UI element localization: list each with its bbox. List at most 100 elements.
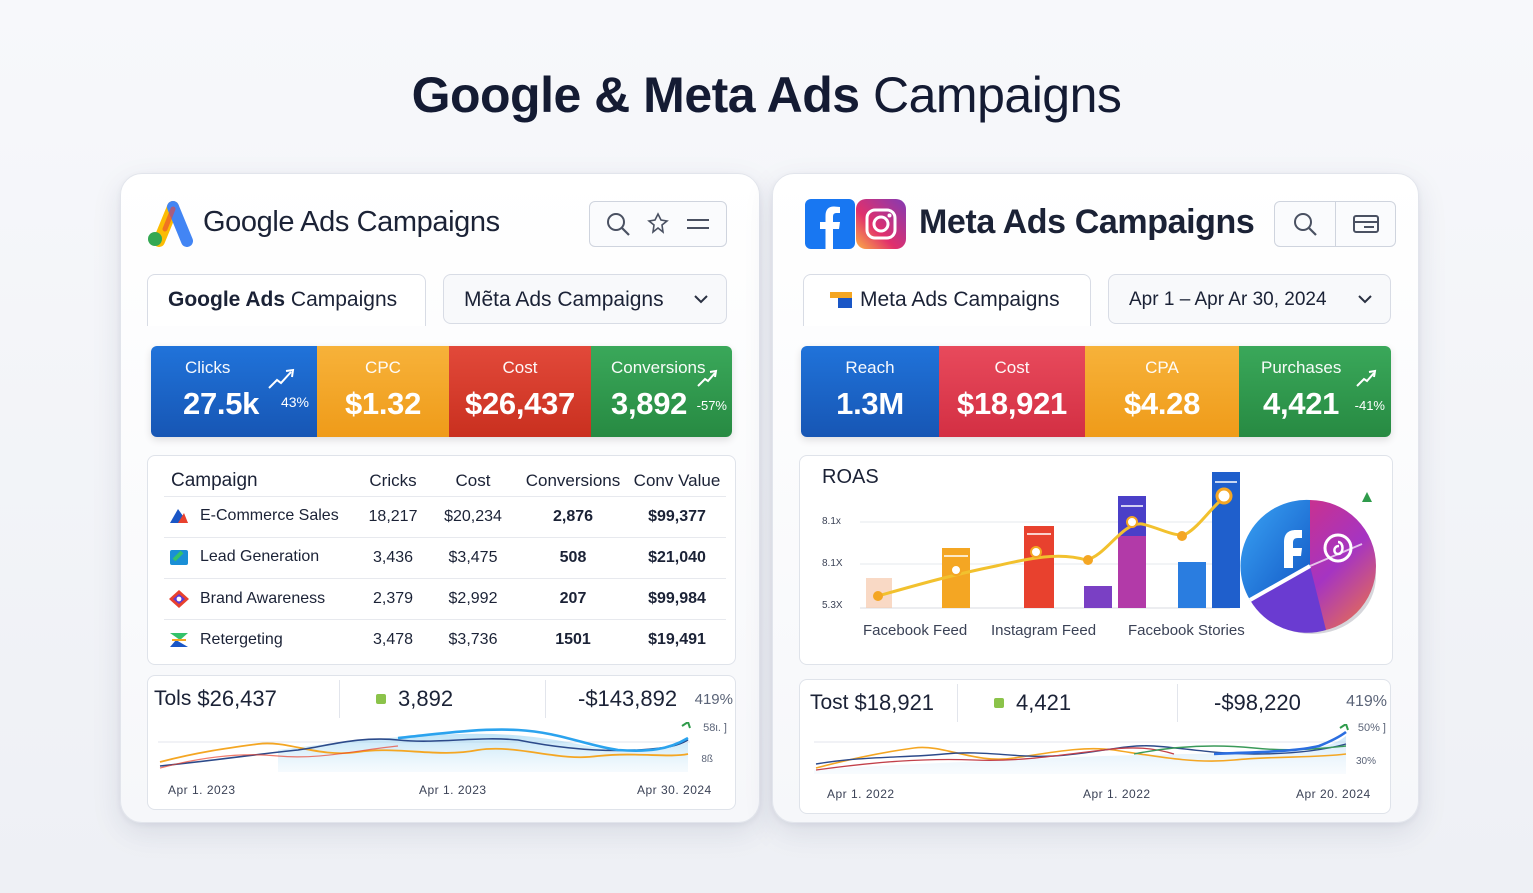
ecommerce-campaign-icon [170, 509, 188, 524]
campaign-clicks: 18,217 [358, 495, 428, 537]
table-row[interactable]: Retergeting 3,478 $3,736 1501 $19,491 [164, 618, 726, 660]
totals-pct: 419% [694, 691, 733, 708]
total-cost: Tols $26,437 [148, 680, 340, 718]
date-range-dropdown[interactable]: Apr 1 – Apr Ar 30, 2024 [1108, 274, 1391, 324]
total-conversions: 4,421 [964, 684, 1178, 722]
roas-title: ROAS [822, 466, 879, 488]
axis-bottom-label: 8ß [701, 754, 713, 765]
metric-label: CPC [365, 358, 401, 377]
metric-cpc: CPC $1.32 [317, 346, 449, 437]
axis-date-start: Apr 1. 2023 [168, 783, 236, 797]
total-cost: Tost $18,921 [804, 684, 958, 722]
campaign-conv-value: $19,491 [628, 618, 726, 660]
page-title-bold: Google & Meta Ads [411, 67, 861, 123]
axis-date-end: Apr 30. 2024 [637, 783, 712, 797]
series-blue [397, 728, 689, 752]
tab-meta-ads-dropdown[interactable]: Mẽta Ads Campaigns [443, 274, 727, 324]
metric-delta: 43% [280, 394, 309, 410]
axis-date-start: Apr 1. 2022 [827, 787, 895, 801]
date-range-label: Apr 1 – Apr Ar 30, 2024 [1129, 289, 1327, 310]
google-menu-button[interactable] [678, 204, 718, 244]
column-header-campaign[interactable]: Campaign [171, 469, 258, 491]
total-conversions: 3,892 [348, 680, 546, 718]
google-toolbar [589, 201, 727, 247]
google-tabs: Google Ads Campaigns Mẽta Ads Campaigns [147, 274, 729, 326]
conversions-bullet [376, 694, 386, 704]
card-icon [1352, 215, 1379, 233]
column-header-conv-value[interactable]: Conv Value [633, 470, 721, 490]
google-search-button[interactable] [598, 204, 638, 244]
meta-search-button[interactable] [1275, 202, 1335, 246]
trend-point [1177, 531, 1187, 541]
campaign-cost: $3,475 [428, 536, 518, 578]
tab-google-ads-campaigns[interactable]: Google Ads Campaigns [147, 274, 426, 326]
axis-date-mid: Apr 1. 2022 [1083, 787, 1151, 801]
axis-top-label: 58ι. ] [703, 722, 727, 734]
trend-up-icon [681, 722, 691, 729]
brand-awareness-campaign-icon [169, 589, 189, 608]
table-row[interactable]: Brand Awareness 2,379 $2,992 207 $99,984 [164, 577, 726, 619]
google-ads-logo-icon [148, 201, 193, 247]
google-pin-button[interactable] [638, 204, 678, 244]
trend-up-icon [268, 368, 295, 389]
meta-toolbar [1274, 201, 1396, 247]
total-value: -$98,220 [1184, 684, 1324, 722]
tab-meta-ads-campaigns[interactable]: Meta Ads Campaigns [803, 274, 1091, 326]
search-icon [607, 213, 630, 236]
campaign-cost: $2,992 [428, 577, 518, 619]
series-red [815, 747, 1175, 771]
y-axis-label: 8.1X [822, 558, 843, 569]
campaign-name: E-Commerce Sales [200, 507, 339, 525]
table-row[interactable]: E-Commerce Sales 18,217 $20,234 2,876 $9… [164, 495, 726, 537]
x-category-label: Facebook Feed [863, 622, 968, 639]
y-axis-label: 8.1x [822, 516, 841, 527]
google-totals-card: Tols $26,437 3,892 -$143,892 419% 58ι. ]… [147, 675, 736, 810]
metric-delta: -57% [696, 398, 727, 413]
meta-ads-panel: Meta Ads Campaigns Meta Ads Campaigns Ap… [772, 173, 1419, 823]
table-row[interactable]: Lead Generation 3,436 $3,475 508 $21,040 [164, 536, 726, 578]
total-value: -$143,892 [552, 680, 692, 718]
google-ads-panel: Google Ads Campaigns Google Ads Campaign… [120, 173, 760, 823]
metric-conversions: Conversions 3,892 -57% [591, 346, 732, 437]
facebook-logo-icon [805, 199, 855, 249]
metric-value: $26,437 [465, 386, 575, 421]
campaign-name: Retergeting [200, 630, 283, 648]
column-header-clicks[interactable]: Cricks [369, 470, 417, 490]
campaign-conv-value: $99,377 [628, 495, 726, 537]
campaign-cost: $20,234 [428, 495, 518, 537]
campaign-clicks: 2,379 [358, 577, 428, 619]
roas-bar-chart [860, 472, 1240, 609]
bar [1178, 562, 1206, 608]
metric-cpa: CPA $4.28 [1085, 346, 1239, 437]
campaign-conv-value: $99,984 [628, 577, 726, 619]
meta-card-button[interactable] [1335, 202, 1395, 246]
meta-tab-flag-icon [830, 292, 852, 308]
x-category-label: Instagram Feed [991, 622, 1097, 639]
column-header-cost[interactable]: Cost [455, 470, 491, 490]
chart-area [278, 733, 688, 772]
meta-panel-header: Meta Ads Campaigns [797, 199, 1396, 249]
metric-delta: -41% [1354, 398, 1385, 413]
campaign-name: Lead Generation [200, 548, 320, 566]
conversions-bullet [994, 698, 1004, 708]
metric-value: 27.5k [183, 386, 260, 421]
campaign-conversions: 508 [518, 536, 628, 578]
column-header-conversions[interactable]: Conversions [525, 470, 621, 490]
trend-point [1083, 555, 1093, 565]
metric-label: Reach [845, 358, 895, 377]
metric-label: Conversions [611, 358, 706, 377]
series-blue [1213, 730, 1347, 756]
chevron-down-icon [1358, 295, 1372, 304]
totals-value: -$98,220 [1214, 690, 1301, 715]
series-red [159, 745, 399, 769]
google-panel-header: Google Ads Campaigns [145, 199, 735, 249]
series-green [1133, 745, 1347, 755]
bar [1084, 586, 1112, 608]
trend-point [1030, 546, 1042, 558]
metric-value: 1.3M [836, 386, 904, 421]
meta-totals-card: Tost $18,921 4,421 -$98,220 419% 50% ] 3… [799, 679, 1391, 814]
instagram-logo-icon [856, 199, 906, 249]
meta-tabs: Meta Ads Campaigns Apr 1 – Apr Ar 30, 20… [803, 274, 1391, 326]
metric-value: 3,892 [611, 386, 688, 421]
flag-marker-icon [1362, 492, 1372, 502]
